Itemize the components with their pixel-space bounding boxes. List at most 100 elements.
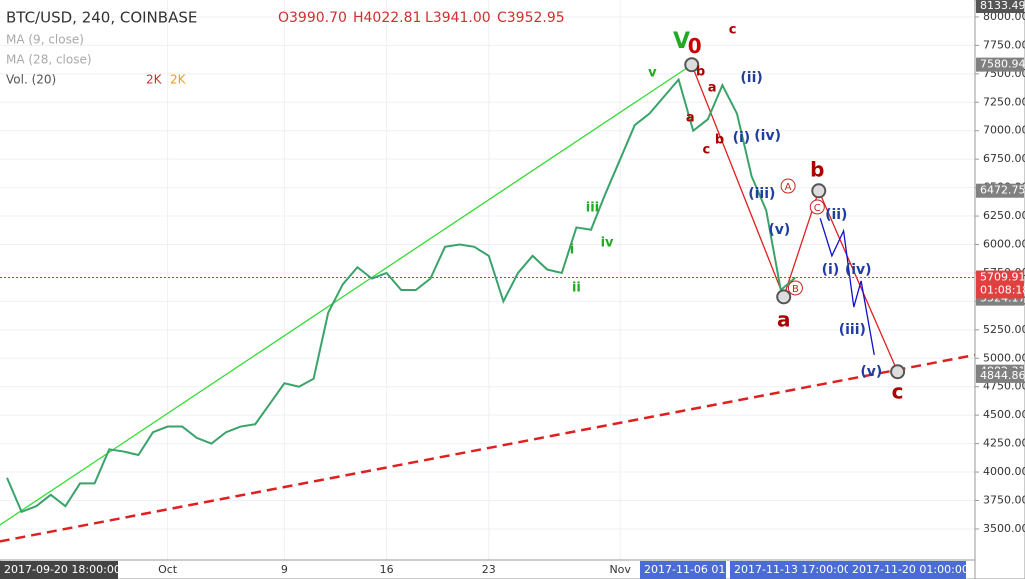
wave-label: (i) <box>822 262 840 278</box>
wave-label: 0 <box>688 34 702 58</box>
range-label-box <box>730 561 848 579</box>
price-tag <box>976 183 1024 198</box>
wave-label: c <box>892 379 904 403</box>
indicator[interactable]: MA (9, close) <box>6 33 84 47</box>
legend: BTC/USD, 240, COINBASE O3990.70 H4022.81… <box>6 9 565 87</box>
wave-label: (v) <box>860 364 882 380</box>
range-label: 2017-11-20 01:00:00 <box>848 561 969 579</box>
y-tick-label: 5250.00 <box>983 323 1025 336</box>
x-tick-label: Oct <box>158 563 178 576</box>
ohlc-high: H4022.81 <box>353 10 421 26</box>
wave-label: ii <box>572 280 581 295</box>
wave-label: b <box>696 64 705 79</box>
wave-label: (iii) <box>748 186 775 202</box>
wave-label: (iii) <box>839 322 866 338</box>
ohlc-open: O3990.70 <box>278 10 347 26</box>
price-tag-text: 8133.49 <box>980 0 1025 12</box>
y-tick-label: 7250.00 <box>983 95 1025 108</box>
x-tick-label: 16 <box>380 563 394 576</box>
range-label-text: 2017-11-13 17:00:00 <box>734 563 851 576</box>
y-tick-label: 4500.00 <box>983 408 1025 421</box>
volume-value: 2K <box>170 73 187 87</box>
symbol: BTC/USD, 240, COINBASE <box>6 9 197 27</box>
trendline <box>819 218 875 355</box>
range-label-box <box>0 561 118 579</box>
range-label: 2017-11-13 17:00:00 <box>730 561 851 579</box>
y-tick-label: 6250.00 <box>983 209 1025 222</box>
wave-label: (v) <box>768 222 790 238</box>
range-label-text: 2017-09-20 18:00:00 <box>4 563 121 576</box>
x-tick-label: 23 <box>482 563 496 576</box>
indicator[interactable]: Vol. (20) <box>6 73 56 87</box>
wave-label: (i) <box>733 130 751 146</box>
range-label: 2017-11-06 01:0 <box>640 561 736 579</box>
ohlc-low: L3941.00 <box>425 10 491 26</box>
y-tick-label: 7750.00 <box>983 38 1025 51</box>
x-tick-label: Nov <box>609 563 631 576</box>
price-tag-text: 6472.75 <box>980 184 1025 197</box>
wave-label: (iv) <box>754 128 781 144</box>
trendline <box>0 64 693 526</box>
y-tick-label: 4000.00 <box>983 465 1025 478</box>
wave-label: B <box>792 284 799 295</box>
wave-label: (iv) <box>845 262 872 278</box>
current-price-text: 5709.91 <box>980 271 1025 284</box>
wave-label: a <box>686 110 695 125</box>
pivot <box>776 289 792 305</box>
range-label-box <box>848 561 966 579</box>
wave-label: (ii) <box>825 207 847 223</box>
wave-label: a <box>777 307 791 331</box>
y-tick-label: 6000.00 <box>983 238 1025 251</box>
countdown: 01:08:18 <box>980 284 1025 297</box>
wave-circle <box>780 178 796 194</box>
pivot <box>684 57 700 73</box>
y-tick-label: 8000.00 <box>983 10 1025 23</box>
volume-value: 2K <box>146 73 163 87</box>
y-tick-label: 4750.00 <box>983 380 1025 393</box>
range-label-box <box>640 561 726 579</box>
price-tag <box>976 368 1024 383</box>
trendline <box>691 64 899 372</box>
trendline <box>0 353 976 543</box>
range-label-text: 2017-11-20 01:00:00 <box>852 563 969 576</box>
wave-label: v <box>648 65 657 80</box>
range-label: 2017-09-20 18:00:00 <box>0 561 121 579</box>
wave-label: (ii) <box>740 70 762 86</box>
wave-label: b <box>715 132 724 147</box>
wave-label: i <box>570 242 574 257</box>
wave-label: iv <box>601 235 614 250</box>
wave-label: b <box>810 158 824 182</box>
pivot <box>890 364 906 380</box>
price-line <box>6 77 797 514</box>
wave-label: a <box>708 80 717 95</box>
y-tick-label: 7000.00 <box>983 124 1025 137</box>
price-tag <box>976 57 1024 72</box>
x-tick-label: 9 <box>281 563 288 576</box>
range-label-text: 2017-11-06 01:0 <box>644 563 736 576</box>
pivot <box>811 183 827 199</box>
wave-circle <box>787 280 803 296</box>
wave-label: A <box>785 182 792 193</box>
y-tick-label: 3500.00 <box>983 522 1025 535</box>
wave-label: c <box>702 142 710 157</box>
wave-label: V <box>673 29 690 54</box>
y-tick-label: 4250.00 <box>983 437 1025 450</box>
price-tag <box>976 0 1024 13</box>
wave-label: iii <box>586 200 599 215</box>
y-tick-label: 5000.00 <box>983 351 1025 364</box>
price-tag-text: 7580.94 <box>980 58 1025 71</box>
indicator[interactable]: MA (28, close) <box>6 53 92 67</box>
price-tag-text: 4844.86 <box>980 369 1025 382</box>
wave-label: c <box>729 22 737 37</box>
wave-label: C <box>814 203 821 214</box>
wave-circle <box>809 199 825 215</box>
grid <box>0 0 975 560</box>
y-tick-label: 6750.00 <box>983 152 1025 165</box>
current-price-tag <box>976 270 1024 299</box>
ohlc-close: C3952.95 <box>497 10 565 26</box>
y-tick-label: 3750.00 <box>983 493 1025 506</box>
